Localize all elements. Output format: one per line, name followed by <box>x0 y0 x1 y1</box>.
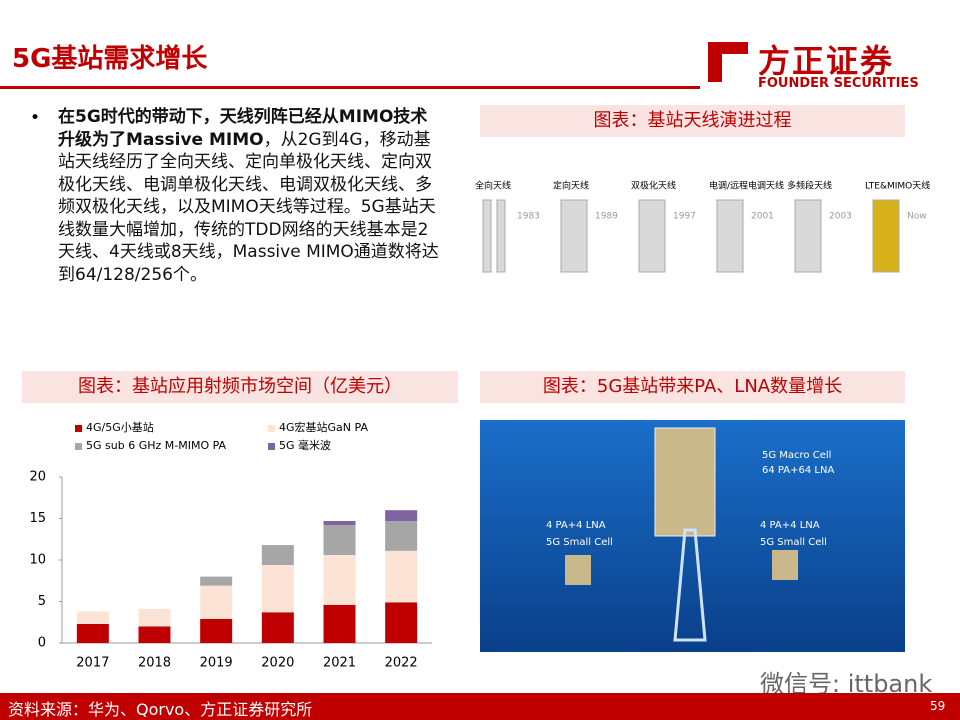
label: 64 PA+64 LNA <box>762 465 834 476</box>
bar-segment <box>385 602 418 643</box>
x-tick-label: 2022 <box>385 656 418 671</box>
bullet-dot: • <box>30 108 41 128</box>
label: 4 PA+4 LNA <box>546 520 606 531</box>
bar-chart: 0 5 10 15 20 4G/5G小基站 4G宏基站GaN PA 5G sub 6 GHz … <box>29 420 432 671</box>
bar-segment <box>138 626 171 643</box>
stage-name: 多频段天线 <box>787 180 832 192</box>
network-figure: 5G Macro Cell 64 PA+64 LNA 4 PA+4 LNA 5G… <box>480 420 905 652</box>
bullet-bold: 在5G时代的带动下，天线列阵已经从MIMO技术升级为了Massive MIMO <box>58 107 428 150</box>
y-tick-label: 0 <box>38 636 46 651</box>
legend-label: 5G 毫米波 <box>279 438 331 452</box>
stage-year: 2003 <box>829 212 852 222</box>
stage-year: 2001 <box>751 212 774 222</box>
label: 5G Small Cell <box>760 537 827 548</box>
bar-segment <box>323 520 356 526</box>
bar-segment <box>323 525 356 556</box>
x-tick-label: 2017 <box>76 656 109 671</box>
y-tick-label: 10 <box>29 553 46 568</box>
y-tick-label: 15 <box>29 511 46 526</box>
x-tick-label: 2019 <box>200 656 233 671</box>
y-tick-label: 20 <box>29 470 46 485</box>
tower <box>673 528 707 642</box>
small-panel <box>772 550 798 580</box>
legend-label: 4G宏基站GaN PA <box>279 420 368 434</box>
legend-swatch <box>75 443 82 450</box>
antenna <box>716 199 744 273</box>
bullet-text: 在5G时代的带动下，天线列阵已经从MIMO技术升级为了Massive MIMO，… <box>58 106 443 286</box>
antenna <box>638 199 666 273</box>
stage-name: 双极化天线 <box>631 180 676 192</box>
label: 5G Macro Cell <box>762 450 831 461</box>
bar-segment <box>323 555 356 605</box>
source: 资料来源：华为、Qorvo、方正证券研究所 <box>8 700 313 719</box>
bar-segment <box>200 576 233 586</box>
bar-segment <box>385 550 418 603</box>
small-panel <box>565 555 591 585</box>
antenna <box>482 199 492 273</box>
label: 4 PA+4 LNA <box>760 520 820 531</box>
antenna <box>560 199 588 273</box>
bar-segment <box>261 612 294 643</box>
title-rule <box>0 86 700 89</box>
stage-year: 1989 <box>595 212 618 222</box>
bar-segment <box>200 585 233 619</box>
label: 5G Small Cell <box>546 537 613 548</box>
logo-name: 方正证券 <box>758 42 895 80</box>
bar-segment <box>76 623 109 643</box>
x-tick-label: 2018 <box>138 656 171 671</box>
antenna <box>496 199 506 273</box>
stage-name: LTE&MIMO天线 <box>865 180 930 192</box>
antenna <box>872 199 900 273</box>
caption: 图表：5G基站带来PA、LNA数量增长 <box>480 371 905 403</box>
bullet-body: ，从2G到4G，移动基站天线经历了全向天线、定向单极化天线、定向双极化天线、电调… <box>58 129 439 285</box>
bar-segment <box>200 618 233 643</box>
bar-segment <box>76 611 109 624</box>
stage-year: 1997 <box>673 212 696 222</box>
bar-segment <box>323 604 356 643</box>
y-tick-label: 5 <box>38 594 46 609</box>
bar-segment <box>261 545 294 565</box>
bar-segment <box>385 510 418 521</box>
page-number: 59 <box>930 699 946 713</box>
caption: 图表：基站天线演进过程 <box>480 105 905 137</box>
x-tick-label: 2020 <box>261 656 294 671</box>
macro-panel <box>654 427 716 537</box>
stage-name: 定向天线 <box>553 180 589 192</box>
legend-label: 5G sub 6 GHz M-MIMO PA <box>86 439 227 452</box>
stage-year: Now <box>907 212 927 222</box>
legend-swatch <box>268 443 275 450</box>
logo-sub: FOUNDER SECURITIES <box>758 76 919 91</box>
slide-title: 5G基站需求增长 <box>12 44 208 74</box>
legend-label: 4G/5G小基站 <box>86 420 154 434</box>
stage-name: 全向天线 <box>475 180 511 192</box>
stage-name: 电调/远程电调天线 <box>709 180 784 192</box>
caption: 图表：基站应用射频市场空间（亿美元） <box>22 371 458 403</box>
antenna <box>794 199 822 273</box>
footer-bar <box>0 693 960 720</box>
x-tick-label: 2021 <box>323 656 356 671</box>
legend-swatch <box>75 425 82 432</box>
antenna-figure: 全向天线 1983 定向天线 1989 双极化天线 1997 电调/远程电调天线 2001 多频… <box>475 180 930 273</box>
bar-segment <box>385 520 418 551</box>
bar-segment <box>261 564 294 613</box>
legend-swatch <box>268 425 275 432</box>
stage-year: 1983 <box>517 212 540 222</box>
bar-segment <box>138 608 171 627</box>
logo-mark <box>708 42 748 82</box>
